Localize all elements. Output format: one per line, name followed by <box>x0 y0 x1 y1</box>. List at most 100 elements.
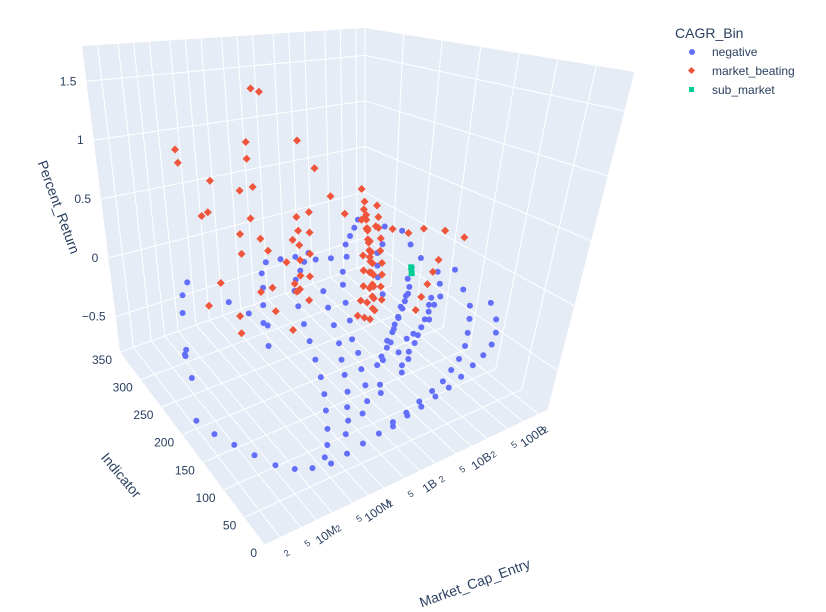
data-point-market-beating[interactable] <box>373 201 382 210</box>
data-point-negative[interactable] <box>437 293 444 300</box>
data-point-market-beating[interactable] <box>441 226 450 235</box>
data-point-market-beating[interactable] <box>411 305 420 314</box>
data-point-negative[interactable] <box>406 283 413 290</box>
data-point-negative[interactable] <box>347 233 354 240</box>
data-point-negative[interactable] <box>297 267 304 274</box>
data-point-negative[interactable] <box>324 425 331 432</box>
data-point-negative[interactable] <box>417 255 424 262</box>
data-point-market-beating[interactable] <box>282 258 291 267</box>
data-point-negative[interactable] <box>387 339 394 346</box>
data-point-negative[interactable] <box>389 423 396 430</box>
data-point-negative[interactable] <box>306 338 313 345</box>
data-point-negative[interactable] <box>399 227 406 234</box>
data-point-market-beating[interactable] <box>216 279 225 288</box>
data-point-sub-market[interactable] <box>408 264 415 271</box>
data-point-negative[interactable] <box>364 398 371 405</box>
data-point-negative[interactable] <box>493 316 500 323</box>
data-point-negative[interactable] <box>436 280 443 287</box>
data-point-market-beating[interactable] <box>304 208 313 217</box>
data-point-market-beating[interactable] <box>434 255 443 264</box>
data-point-market-beating[interactable] <box>423 280 432 289</box>
data-point-negative[interactable] <box>464 329 471 336</box>
data-point-market-beating[interactable] <box>310 164 319 173</box>
data-point-negative[interactable] <box>345 417 352 424</box>
data-point-negative[interactable] <box>355 349 362 356</box>
data-point-market-beating[interactable] <box>359 266 368 275</box>
data-point-negative[interactable] <box>277 256 284 263</box>
data-point-market-beating[interactable] <box>205 176 214 185</box>
data-point-negative[interactable] <box>445 384 452 391</box>
data-point-market-beating[interactable] <box>256 234 265 243</box>
data-point-negative[interactable] <box>469 362 476 369</box>
legend-item-market-beating[interactable]: market_beating <box>687 64 795 78</box>
data-point-market-beating[interactable] <box>365 253 374 262</box>
data-point-negative[interactable] <box>451 266 458 273</box>
data-point-market-beating[interactable] <box>376 246 385 255</box>
data-point-market-beating[interactable] <box>173 158 182 167</box>
data-point-negative[interactable] <box>179 309 186 316</box>
data-point-negative[interactable] <box>404 412 411 419</box>
data-point-market-beating[interactable] <box>374 223 383 232</box>
data-point-negative[interactable] <box>414 332 421 339</box>
data-point-negative[interactable] <box>466 315 473 322</box>
data-point-negative[interactable] <box>312 356 319 363</box>
data-point-negative[interactable] <box>395 349 402 356</box>
data-point-negative[interactable] <box>322 407 329 414</box>
data-point-market-beating[interactable] <box>359 282 368 291</box>
data-point-market-beating[interactable] <box>326 192 335 201</box>
data-point-negative[interactable] <box>460 286 467 293</box>
data-point-negative[interactable] <box>403 335 410 342</box>
data-point-market-beating[interactable] <box>364 238 373 247</box>
data-point-market-beating[interactable] <box>296 271 305 280</box>
data-point-market-beating[interactable] <box>368 259 377 268</box>
data-point-market-beating[interactable] <box>256 287 265 296</box>
data-point-negative[interactable] <box>300 321 307 328</box>
data-point-negative[interactable] <box>411 340 418 347</box>
data-point-negative[interactable] <box>379 357 386 364</box>
data-point-market-beating[interactable] <box>235 186 244 195</box>
data-point-market-beating[interactable] <box>357 185 366 194</box>
data-point-negative[interactable] <box>359 440 366 447</box>
data-point-negative[interactable] <box>391 321 398 328</box>
data-point-negative[interactable] <box>343 253 350 260</box>
data-point-negative[interactable] <box>291 465 298 472</box>
data-point-negative[interactable] <box>431 301 438 308</box>
legend-item-negative[interactable]: negative <box>689 45 758 59</box>
data-point-negative[interactable] <box>325 304 332 311</box>
data-point-negative[interactable] <box>418 403 425 410</box>
data-point-market-beating[interactable] <box>363 298 372 307</box>
data-point-negative[interactable] <box>421 316 428 323</box>
data-point-negative[interactable] <box>429 387 436 394</box>
data-point-market-beating[interactable] <box>367 248 376 257</box>
data-point-market-beating[interactable] <box>305 296 314 305</box>
data-point-negative[interactable] <box>245 310 252 317</box>
data-point-negative[interactable] <box>362 382 369 389</box>
data-point-negative[interactable] <box>349 336 356 343</box>
data-point-market-beating[interactable] <box>353 311 362 320</box>
data-point-market-beating[interactable] <box>288 235 297 244</box>
data-point-negative[interactable] <box>381 223 388 230</box>
data-point-negative[interactable] <box>377 381 384 388</box>
data-point-negative[interactable] <box>321 454 328 461</box>
data-point-market-beating[interactable] <box>246 84 255 93</box>
data-point-negative[interactable] <box>492 329 499 336</box>
data-point-negative[interactable] <box>295 303 302 310</box>
data-point-market-beating[interactable] <box>404 229 413 238</box>
data-point-market-beating[interactable] <box>419 224 428 233</box>
data-point-market-beating[interactable] <box>248 182 257 191</box>
data-point-market-beating[interactable] <box>203 208 212 217</box>
data-point-negative[interactable] <box>346 317 353 324</box>
data-point-negative[interactable] <box>434 268 441 275</box>
legend[interactable]: CAGR_Bin negative market_beating sub_mar… <box>675 25 795 97</box>
data-point-market-beating[interactable] <box>460 233 469 242</box>
data-point-negative[interactable] <box>264 322 271 329</box>
data-point-negative[interactable] <box>231 441 238 448</box>
legend-item-sub-market[interactable]: sub_market <box>689 83 775 97</box>
data-point-negative[interactable] <box>426 316 433 323</box>
data-point-negative[interactable] <box>425 308 432 315</box>
data-point-negative[interactable] <box>383 344 390 351</box>
data-point-negative[interactable] <box>462 342 469 349</box>
data-point-market-beating[interactable] <box>376 282 385 291</box>
data-point-market-beating[interactable] <box>362 210 371 219</box>
data-point-negative[interactable] <box>262 259 269 266</box>
